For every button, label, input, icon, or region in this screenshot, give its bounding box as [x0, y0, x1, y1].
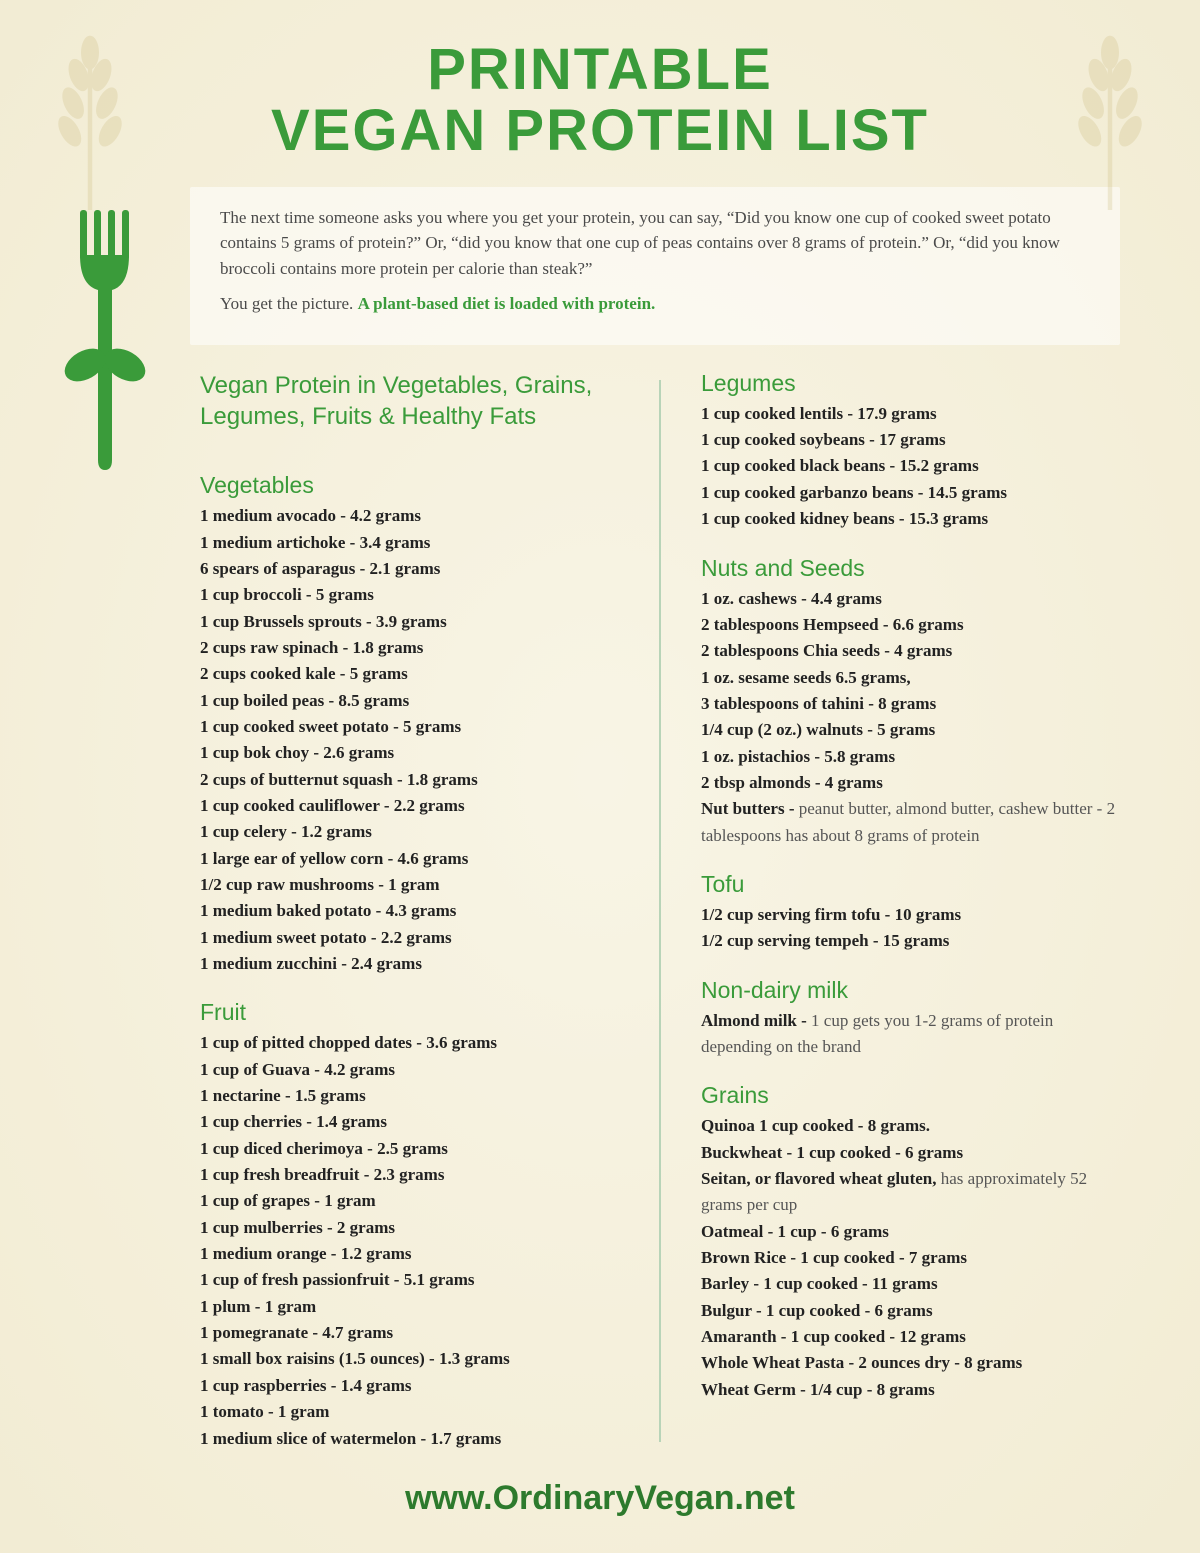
- list-item: 6 spears of asparagus - 2.1 grams: [200, 556, 619, 582]
- list-item: 1 cup diced cherimoya - 2.5 grams: [200, 1136, 619, 1162]
- wheat-decoration-left: [30, 30, 150, 210]
- wheat-decoration-right: [1050, 30, 1170, 210]
- nut-butters-item: Nut butters - peanut butter, almond butt…: [701, 796, 1120, 849]
- section-vegetables-head: Vegetables: [200, 472, 619, 499]
- list-item: Amaranth - 1 cup cooked - 12 grams: [701, 1324, 1120, 1350]
- list-item: 1/4 cup (2 oz.) walnuts - 5 grams: [701, 717, 1120, 743]
- section-fruit-head: Fruit: [200, 999, 619, 1026]
- fork-icon: [60, 210, 150, 470]
- list-item: 1 cup cooked kidney beans - 15.3 grams: [701, 506, 1120, 532]
- list-item: Bulgur - 1 cup cooked - 6 grams: [701, 1298, 1120, 1324]
- list-item: 1 cup broccoli - 5 grams: [200, 582, 619, 608]
- list-item: 1 cup fresh breadfruit - 2.3 grams: [200, 1162, 619, 1188]
- list-item: 1 medium artichoke - 3.4 grams: [200, 530, 619, 556]
- list-item: 1 cup of Guava - 4.2 grams: [200, 1057, 619, 1083]
- list-item: 2 tablespoons Chia seeds - 4 grams: [701, 638, 1120, 664]
- list-item: Buckwheat - 1 cup cooked - 6 grams: [701, 1140, 1120, 1166]
- grains-list-1: Quinoa 1 cup cooked - 8 grams.Buckwheat …: [701, 1113, 1120, 1166]
- list-item: 2 cups of butternut squash - 1.8 grams: [200, 767, 619, 793]
- list-item: 1 oz. pistachios - 5.8 grams: [701, 744, 1120, 770]
- content-columns: Vegan Protein in Vegetables, Grains, Leg…: [80, 370, 1120, 1452]
- list-item: Brown Rice - 1 cup cooked - 7 grams: [701, 1245, 1120, 1271]
- list-item: 1 cup of grapes - 1 gram: [200, 1188, 619, 1214]
- list-item: 1 tomato - 1 gram: [200, 1399, 619, 1425]
- grains-list-2: Oatmeal - 1 cup - 6 gramsBrown Rice - 1 …: [701, 1219, 1120, 1403]
- list-item: 1 nectarine - 1.5 grams: [200, 1083, 619, 1109]
- intro-paragraph-2: You get the picture. A plant-based diet …: [220, 291, 1090, 317]
- list-item: Whole Wheat Pasta - 2 ounces dry - 8 gra…: [701, 1350, 1120, 1376]
- list-item: 1 large ear of yellow corn - 4.6 grams: [200, 846, 619, 872]
- title-line-2: VEGAN PROTEIN LIST: [60, 101, 1140, 162]
- list-item: 1 cup raspberries - 1.4 grams: [200, 1373, 619, 1399]
- section-grains-head: Grains: [701, 1082, 1120, 1109]
- list-item: 2 cups cooked kale - 5 grams: [200, 661, 619, 687]
- list-item: 1 cup cooked soybeans - 17 grams: [701, 427, 1120, 453]
- list-item: 1 medium sweet potato - 2.2 grams: [200, 925, 619, 951]
- fruit-list: 1 cup of pitted chopped dates - 3.6 gram…: [200, 1030, 619, 1452]
- list-item: 1 medium zucchini - 2.4 grams: [200, 951, 619, 977]
- list-item: 1 pomegranate - 4.7 grams: [200, 1320, 619, 1346]
- intro-box: The next time someone asks you where you…: [190, 187, 1120, 345]
- list-item: 1 medium avocado - 4.2 grams: [200, 503, 619, 529]
- footer-url: www.OrdinaryVegan.net: [0, 1479, 1200, 1518]
- list-item: 1 cup Brussels sprouts - 3.9 grams: [200, 609, 619, 635]
- list-item: 1 medium baked potato - 4.3 grams: [200, 898, 619, 924]
- list-item: Barley - 1 cup cooked - 11 grams: [701, 1271, 1120, 1297]
- left-column: Vegan Protein in Vegetables, Grains, Leg…: [80, 370, 619, 1452]
- intro-highlight: A plant-based diet is loaded with protei…: [358, 294, 656, 313]
- title-line-1: PRINTABLE: [60, 40, 1140, 101]
- list-item: 1 cup celery - 1.2 grams: [200, 819, 619, 845]
- list-item: 1 oz. cashews - 4.4 grams: [701, 586, 1120, 612]
- intro-paragraph-1: The next time someone asks you where you…: [220, 205, 1090, 282]
- vegetables-list: 1 medium avocado - 4.2 grams1 medium art…: [200, 503, 619, 977]
- almond-milk-item: Almond milk - 1 cup gets you 1-2 grams o…: [701, 1008, 1120, 1061]
- list-item: 1 cup cherries - 1.4 grams: [200, 1109, 619, 1135]
- subtitle: Vegan Protein in Vegetables, Grains, Leg…: [200, 370, 619, 432]
- list-item: 1/2 cup serving tempeh - 15 grams: [701, 928, 1120, 954]
- column-divider: [659, 380, 661, 1442]
- list-item: 3 tablespoons of tahini - 8 grams: [701, 691, 1120, 717]
- list-item: 1 cup of fresh passionfruit - 5.1 grams: [200, 1267, 619, 1293]
- section-nuts-head: Nuts and Seeds: [701, 555, 1120, 582]
- list-item: 1 plum - 1 gram: [200, 1294, 619, 1320]
- list-item: 1 cup bok choy - 2.6 grams: [200, 740, 619, 766]
- list-item: Oatmeal - 1 cup - 6 grams: [701, 1219, 1120, 1245]
- list-item: Quinoa 1 cup cooked - 8 grams.: [701, 1113, 1120, 1139]
- list-item: 1/2 cup raw mushrooms - 1 gram: [200, 872, 619, 898]
- list-item: 1 cup cooked garbanzo beans - 14.5 grams: [701, 480, 1120, 506]
- legumes-list: 1 cup cooked lentils - 17.9 grams1 cup c…: [701, 401, 1120, 533]
- list-item: 1 cup cooked black beans - 15.2 grams: [701, 453, 1120, 479]
- list-item: 2 cups raw spinach - 1.8 grams: [200, 635, 619, 661]
- list-item: 2 tbsp almonds - 4 grams: [701, 770, 1120, 796]
- list-item: 1 cup boiled peas - 8.5 grams: [200, 688, 619, 714]
- list-item: 1 cup of pitted chopped dates - 3.6 gram…: [200, 1030, 619, 1056]
- list-item: 2 tablespoons Hempseed - 6.6 grams: [701, 612, 1120, 638]
- right-column: Legumes 1 cup cooked lentils - 17.9 gram…: [701, 370, 1120, 1452]
- page-title: PRINTABLE VEGAN PROTEIN LIST: [60, 40, 1140, 162]
- seitan-item: Seitan, or flavored wheat gluten, has ap…: [701, 1166, 1120, 1219]
- list-item: 1 cup cooked lentils - 17.9 grams: [701, 401, 1120, 427]
- list-item: 1 cup cooked cauliflower - 2.2 grams: [200, 793, 619, 819]
- section-tofu-head: Tofu: [701, 871, 1120, 898]
- list-item: 1 oz. sesame seeds 6.5 grams,: [701, 665, 1120, 691]
- list-item: 1 cup cooked sweet potato - 5 grams: [200, 714, 619, 740]
- list-item: 1 medium slice of watermelon - 1.7 grams: [200, 1426, 619, 1452]
- list-item: Wheat Germ - 1/4 cup - 8 grams: [701, 1377, 1120, 1403]
- section-legumes-head: Legumes: [701, 370, 1120, 397]
- list-item: 1 medium orange - 1.2 grams: [200, 1241, 619, 1267]
- list-item: 1 small box raisins (1.5 ounces) - 1.3 g…: [200, 1346, 619, 1372]
- list-item: 1/2 cup serving firm tofu - 10 grams: [701, 902, 1120, 928]
- list-item: 1 cup mulberries - 2 grams: [200, 1215, 619, 1241]
- nuts-list: 1 oz. cashews - 4.4 grams2 tablespoons H…: [701, 586, 1120, 797]
- section-milk-head: Non-dairy milk: [701, 977, 1120, 1004]
- tofu-list: 1/2 cup serving firm tofu - 10 grams1/2 …: [701, 902, 1120, 955]
